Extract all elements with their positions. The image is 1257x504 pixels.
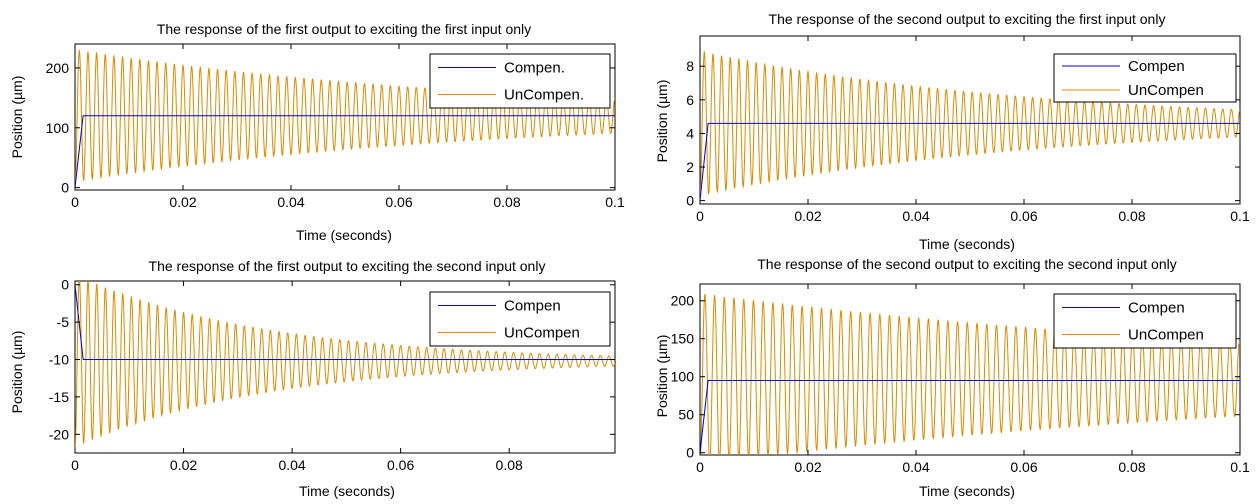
y-tick-label: -15 [49, 389, 69, 405]
legend-label: UnCompen [1128, 327, 1204, 344]
x-axis-label: Time (seconds) [919, 483, 1015, 499]
series-line-compensated [700, 122, 1240, 201]
x-tick-label: 0.04 [902, 459, 929, 475]
chart-title: The response of the first output to exci… [149, 258, 546, 274]
x-axis-label: Time (seconds) [296, 227, 392, 243]
x-tick-label: 0.02 [794, 208, 821, 224]
series-line-compensated [75, 115, 615, 188]
subplot-output2-input1: The response of the second output to exc… [654, 11, 1250, 252]
x-tick-label: 0.02 [794, 459, 821, 475]
y-tick-label: 50 [678, 407, 694, 423]
y-tick-label: 200 [671, 293, 695, 309]
x-axis-label: Time (seconds) [299, 483, 395, 499]
x-tick-label: 0.08 [1118, 459, 1145, 475]
legend-label: Compen [504, 298, 561, 315]
axes-box [74, 280, 616, 454]
x-tick-label: 0.06 [385, 194, 412, 210]
y-tick-label: 100 [671, 369, 695, 385]
x-tick-label: 0.1 [1230, 459, 1250, 475]
x-tick-label: 0.04 [902, 208, 929, 224]
y-tick-label: 0 [686, 193, 694, 209]
x-tick-label: 0.04 [277, 194, 304, 210]
y-tick-label: 6 [686, 92, 694, 108]
x-tick-label: 0.06 [1010, 208, 1037, 224]
legend-label: Compen [1128, 300, 1185, 317]
legend: Compen UnCompen [1053, 53, 1237, 103]
x-tick-label: 0.06 [1010, 459, 1037, 475]
y-tick-label: 100 [46, 120, 70, 136]
x-tick-label: 0.06 [387, 457, 414, 473]
y-tick-label: 4 [686, 125, 694, 141]
series-line-uncompensated [700, 293, 1240, 455]
legend: Compen. UnCompen. [429, 53, 611, 109]
axes-box [74, 43, 616, 191]
y-tick-label: -10 [49, 352, 69, 368]
y-axis-label: Position (µm) [654, 80, 670, 163]
y-tick-label: 0 [61, 277, 69, 293]
legend-box [429, 53, 611, 109]
series-line-compensated [75, 284, 615, 361]
legend-label: UnCompen [1128, 82, 1204, 99]
x-axis-label: Time (seconds) [919, 236, 1015, 252]
y-tick-label: 200 [46, 60, 70, 76]
x-tick-label: 0 [696, 459, 704, 475]
x-tick-label: 0.02 [170, 457, 197, 473]
x-tick-label: 0.08 [496, 457, 523, 473]
legend: Compen UnCompen [429, 291, 611, 347]
x-tick-label: 0.1 [605, 194, 625, 210]
legend-label: UnCompen. [504, 87, 584, 104]
y-tick-label: 0 [686, 445, 694, 461]
x-tick-label: 0.08 [1118, 208, 1145, 224]
y-tick-label: -5 [57, 314, 70, 330]
x-tick-label: 0 [71, 457, 79, 473]
legend-label: Compen. [504, 60, 565, 77]
legend-box [1053, 53, 1237, 103]
y-tick-label: 150 [671, 331, 695, 347]
y-tick-label: 2 [686, 159, 694, 175]
x-tick-label: 0 [71, 194, 79, 210]
legend-box [1053, 293, 1237, 349]
y-tick-label: 8 [686, 58, 694, 74]
chart-title: The response of the second output to exc… [757, 256, 1177, 272]
subplot-output2-input2: The response of the second output to exc… [654, 256, 1250, 499]
y-tick-label: 0 [61, 180, 69, 196]
series-line-uncompensated [75, 281, 615, 448]
axes-box [699, 283, 1241, 456]
x-tick-label: 0.1 [1230, 208, 1250, 224]
x-tick-label: 0.08 [493, 194, 520, 210]
x-tick-label: 0.02 [169, 194, 196, 210]
x-tick-label: 0 [696, 208, 704, 224]
y-axis-label: Position (µm) [654, 335, 670, 418]
legend-label: UnCompen [504, 325, 580, 342]
legend: Compen UnCompen [1053, 293, 1237, 349]
series-line-compensated [700, 380, 1240, 453]
chart-title: The response of the second output to exc… [769, 11, 1166, 27]
legend-box [429, 291, 611, 347]
subplot-output1-input2: The response of the first output to exci… [9, 258, 616, 499]
chart-title: The response of the first output to exci… [157, 21, 531, 37]
y-axis-label: Position (µm) [9, 76, 25, 159]
y-axis-label: Position (µm) [9, 331, 25, 414]
subplot-output1-input1: The response of the first output to exci… [9, 21, 625, 243]
axes-box [699, 35, 1241, 205]
legend-label: Compen [1128, 58, 1185, 75]
x-tick-label: 0.04 [278, 457, 305, 473]
y-tick-label: -20 [49, 426, 69, 442]
